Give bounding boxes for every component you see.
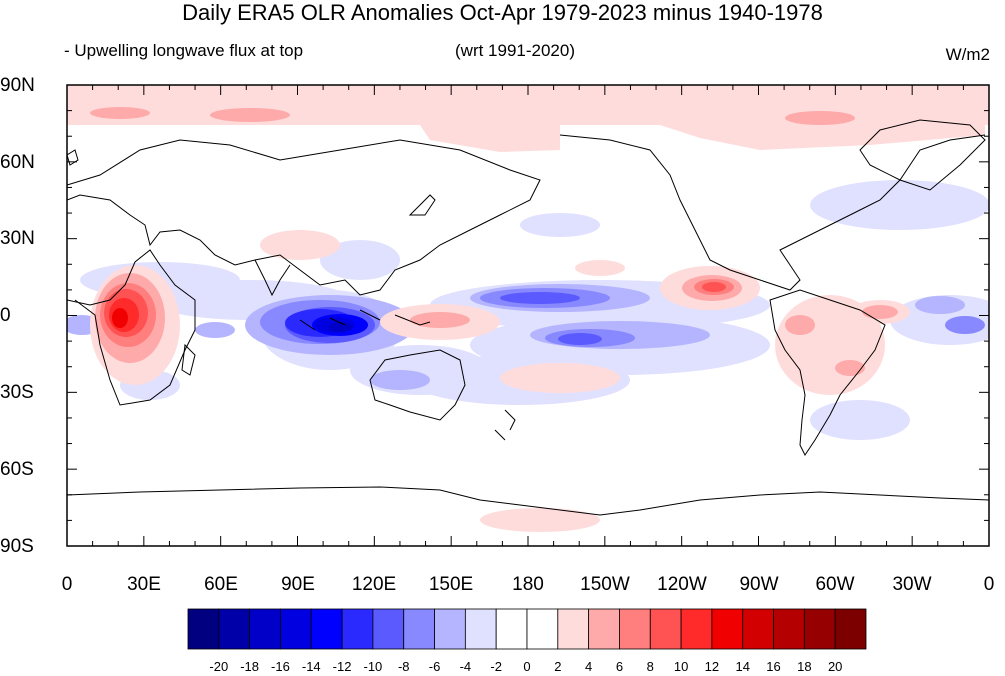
colorbar-swatch [341,608,374,650]
colorbar-label: 20 [827,659,843,674]
colorbar-swatch [464,608,497,650]
colorbar-label: 2 [554,659,562,674]
colorbar-label: -16 [271,659,290,674]
lon-label: 60W [815,574,855,595]
colorbar-swatch [649,608,682,650]
colorbar-label: -8 [397,659,410,674]
colorbar-label: -6 [428,659,441,674]
lon-label: 0 [983,574,995,595]
colorbar-swatch [403,608,435,650]
lat-label-0: 0 [0,305,11,326]
colorbar-swatch [680,608,713,650]
colorbar-swatch [249,608,281,650]
coastline-greenland [859,119,986,191]
coastline-indonesia [299,309,431,331]
colorbar-swatch [434,608,466,650]
colorbar-swatch [187,608,220,650]
colorbar-label: 8 [646,659,654,674]
lat-label-90n: 90N [0,75,35,96]
colorbar-swatch [711,608,744,650]
lat-label-60s: 60S [0,459,34,480]
colorbar-swatch [588,608,620,650]
arctic-patch [785,111,855,125]
colorbar-label: 14 [735,659,750,674]
colorbar-label: -2 [490,659,502,674]
colorbar-label: -4 [459,659,472,674]
colorbar-label: 12 [704,659,720,674]
arctic-patch [210,108,290,122]
coastline-eurasia [67,139,541,296]
colorbar-label: -14 [301,659,321,674]
arctic-extension [420,125,560,152]
coastline-new-zealand [494,409,516,441]
colorbar-label: -20 [209,659,229,674]
coastline-north-america [559,134,986,291]
coastline-japan [408,194,436,216]
strong-positive-core [100,279,734,347]
coastline-australia [369,349,466,421]
lon-label: 120E [351,574,397,595]
lon-label: 150E [428,574,474,595]
coastline-antarctica [67,486,989,516]
colorbar-swatch [773,608,805,650]
lat-label-30n: 30N [0,228,35,249]
colorbar-swatch [218,608,251,650]
lon-label: 30E [127,574,161,595]
lat-label-90s: 90S [0,536,34,557]
colorbar-swatch [372,608,405,650]
lon-label: 0 [61,574,73,595]
coastline-south-america [769,289,886,456]
arctic-extension [660,125,985,150]
lat-label-60n: 60N [0,152,35,173]
coastline-india [254,259,291,297]
units-label: W/m2 [945,45,990,64]
colorbar-label: 6 [615,659,624,674]
colorbar-swatch [310,608,343,650]
lon-label: 180 [512,574,544,595]
colorbar-swatch [280,608,312,650]
lon-label: 150W [580,574,630,595]
colorbar-swatch [742,608,774,650]
colorbar-label: 16 [766,659,781,674]
coastline-africa [67,249,196,406]
colorbar-label: 18 [797,659,812,674]
colorbar-label: -10 [363,659,383,674]
colorbar-swatch [557,608,590,650]
colorbar-swatch [526,608,559,650]
lon-label: 90W [739,574,779,595]
lon-label: 30W [892,574,932,595]
arctic-patch [90,107,150,119]
colorbar-label: 4 [585,659,593,674]
intense-negative-core [285,292,602,345]
colorbar-swatch [803,608,836,650]
coastline-madagascar [181,343,196,376]
colorbar-label: 10 [673,659,689,674]
subtitle-center: (wrt 1991-2020) [455,41,576,60]
colorbar-label: 0 [523,659,531,674]
colorbar-swatch [619,608,651,650]
colorbar-label: -12 [332,659,352,674]
lat-label-30s: 30S [0,382,34,403]
lon-label: 90E [281,574,315,595]
subtitle-left: - Upwelling longwave flux at top [64,41,304,60]
axis-ticks [66,84,990,547]
colorbar-label: -18 [240,659,260,674]
colorbar-swatch [495,608,528,650]
lon-label: 60E [204,574,238,595]
chart-title: Daily ERA5 OLR Anomalies Oct-Apr 1979-20… [182,0,823,25]
colorbar-swatch [834,608,867,650]
lon-label: 120W [657,574,707,595]
